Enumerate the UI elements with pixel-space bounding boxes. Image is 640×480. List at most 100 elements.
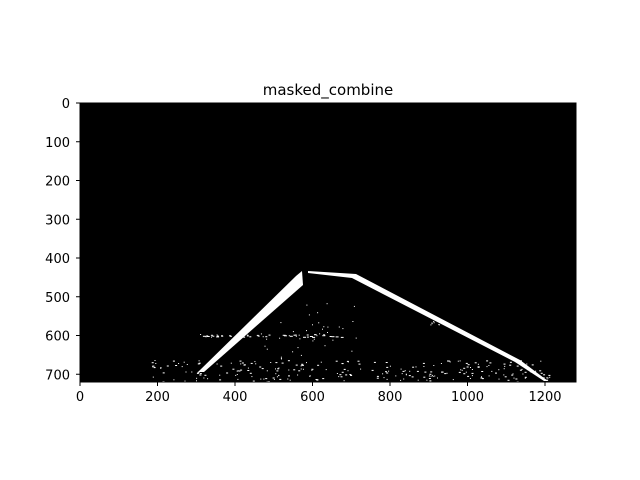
noise-pixel [527,369,529,371]
noise-pixel [281,358,282,360]
y-tick-label: 600 [45,330,70,345]
noise-pixel [252,380,255,382]
noise-pixel [470,367,471,368]
noise-pixel [300,354,302,356]
noise-pixel [509,361,512,363]
noise-pixel [173,379,175,381]
noise-pixel [360,368,362,370]
noise-pixel [311,368,314,370]
noise-pixel [241,362,244,364]
noise-pixel [335,360,338,362]
noise-pixel [160,367,162,368]
noise-pixel [495,372,497,374]
left-lane-line [198,271,303,372]
noise-pixel [411,376,414,378]
noise-pixel [444,373,447,375]
noise-pixel [442,322,444,324]
noise-pixel [385,362,388,363]
noise-pixel [204,374,207,376]
noise-pixel [247,334,249,336]
noise-pixel [331,336,335,338]
noise-pixel [322,328,323,330]
noise-pixel [316,379,319,381]
noise-pixel [401,373,403,375]
noise-pixel [349,374,352,375]
noise-pixel [251,376,253,378]
noise-pixel [220,365,223,367]
noise-pixel [289,335,293,337]
noise-pixel [540,360,542,362]
noise-pixel [236,337,240,338]
noise-pixel [309,336,313,337]
noise-pixel [229,335,232,337]
noise-pixel [428,378,431,379]
noise-pixel [347,370,349,372]
noise-pixel [317,364,320,366]
x-tick-label: 1200 [528,390,561,405]
y-tick-label: 500 [45,291,70,306]
noise-pixel [417,379,419,381]
noise-pixel [300,365,302,367]
noise-pixel [539,370,542,372]
noise-pixel [247,367,249,369]
noise-pixel [382,373,384,375]
noise-pixel [289,379,291,381]
noise-pixel [400,379,402,381]
noise-pixel [373,361,376,363]
noise-pixel [250,362,253,364]
noise-pixel [463,367,466,369]
noise-pixel [438,324,440,326]
noise-pixel [459,360,461,362]
noise-pixel [275,362,278,364]
noise-pixel [152,365,155,367]
noise-pixel [319,333,321,335]
noise-pixel [516,361,518,363]
noise-pixel [471,369,473,370]
noise-pixel [519,369,522,371]
noise-pixel [341,363,344,365]
x-tick-label: 400 [223,390,248,405]
noise-pixel [467,375,470,377]
noise-pixel [409,370,411,372]
noise-pixel [160,367,162,369]
noise-pixel [400,368,402,370]
noise-pixel [519,361,522,363]
y-tick-label: 700 [45,368,70,383]
noise-pixel [210,334,213,336]
noise-pixel [199,373,202,375]
noise-pixel [477,363,479,365]
noise-pixel [278,367,280,369]
noise-pixel [486,366,488,368]
noise-pixel [386,372,389,374]
noise-pixel [458,371,461,373]
noise-pixel [402,370,405,372]
noise-pixel [336,373,338,374]
noise-pixel [342,336,344,338]
noise-pixel [340,376,343,378]
noise-pixel [243,364,246,366]
noise-pixel [298,334,300,336]
mask-image [80,103,576,383]
noise-pixel [271,302,273,304]
noise-pixel [338,326,340,328]
noise-pixel [434,375,436,377]
x-tick-label: 200 [145,390,170,405]
noise-pixel [386,378,388,380]
noise-pixel [504,376,507,378]
noise-pixel [152,366,154,368]
noise-pixel [503,374,505,376]
noise-pixel [306,334,309,336]
noise-pixel [340,336,343,338]
noise-pixel [428,375,430,377]
noise-pixel [511,374,514,376]
noise-pixel [346,360,349,362]
noise-pixel [196,380,197,382]
noise-pixel [429,380,432,382]
noise-pixel [324,334,326,336]
noise-pixel [282,334,286,336]
noise-pixel [403,378,405,380]
noise-pixel [447,360,449,362]
noise-pixel [312,336,316,338]
noise-pixel [422,362,425,364]
noise-pixel [338,376,340,378]
